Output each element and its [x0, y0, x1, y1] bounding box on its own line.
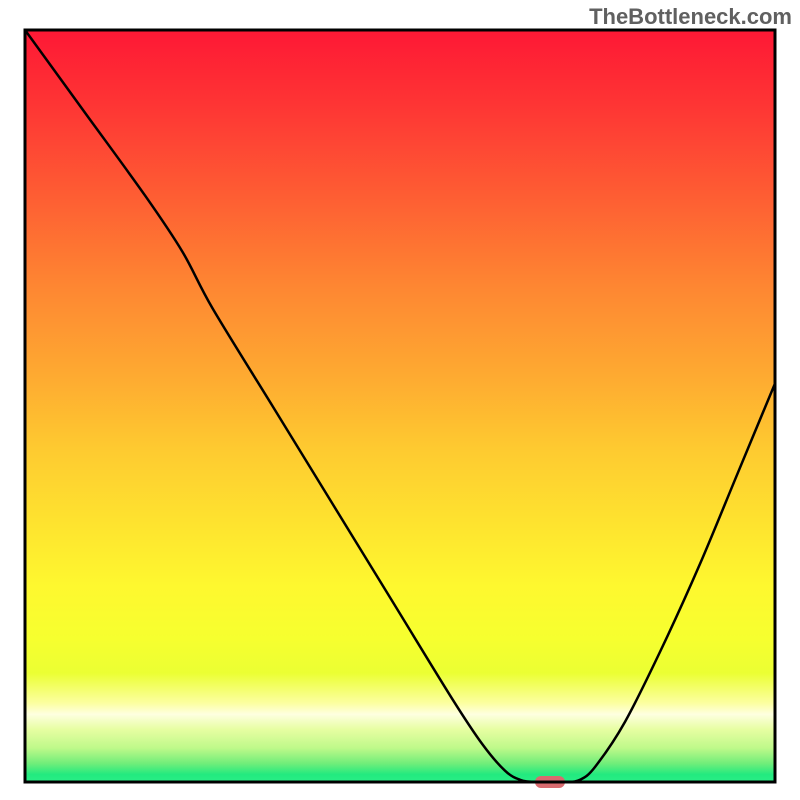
chart-svg: [0, 0, 800, 800]
watermark-text: TheBottleneck.com: [589, 4, 792, 30]
chart-container: TheBottleneck.com: [0, 0, 800, 800]
chart-background: [25, 30, 775, 782]
